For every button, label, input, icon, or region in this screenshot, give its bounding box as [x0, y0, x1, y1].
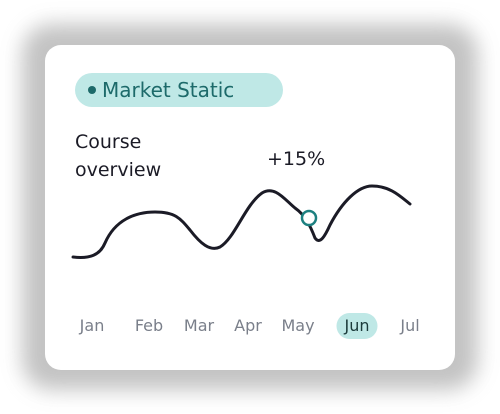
card-title: Course overview: [75, 128, 161, 184]
trend-curve: [71, 184, 412, 259]
title-line: Course: [75, 131, 142, 153]
badge-label: Market Static: [102, 78, 235, 102]
badge: Market Static: [75, 73, 283, 107]
card: Market Static Course overview +15% Jan F…: [45, 45, 455, 370]
month: May: [281, 316, 315, 335]
badge-dot: [88, 86, 96, 94]
month: Mar: [183, 316, 215, 335]
month-row: Jan Feb Mar Apr May Jun Jul: [45, 313, 455, 339]
title-line: overview: [75, 159, 162, 181]
month: Jul: [400, 316, 420, 335]
highlight-point: [300, 209, 318, 227]
curve: [71, 184, 412, 259]
month: Jan: [79, 316, 105, 335]
month: Feb: [134, 316, 164, 335]
month: Apr: [234, 316, 262, 335]
annotation: +15%: [267, 148, 326, 170]
month-selected[interactable]: Jun: [336, 313, 378, 339]
